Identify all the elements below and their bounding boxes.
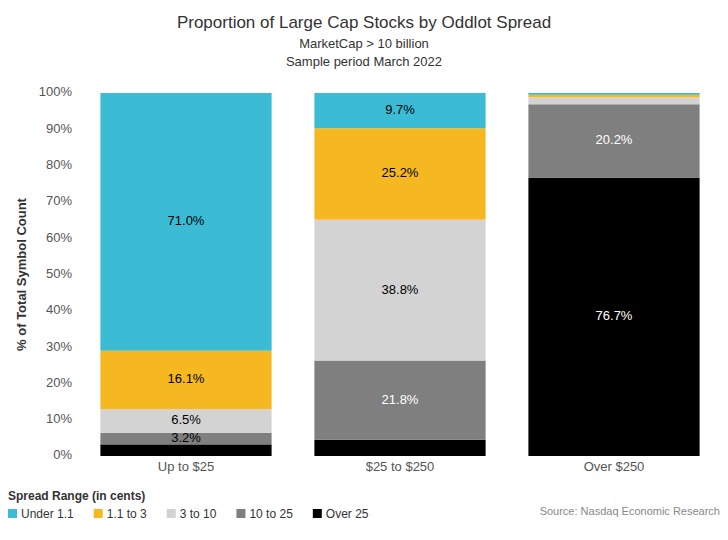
- legend-swatch: [167, 509, 176, 518]
- legend: Spread Range (in cents) Under 1.1 1.1 to 3…: [8, 489, 369, 521]
- data-label: 20.2%: [596, 132, 633, 147]
- legend-label: 10 to 25: [249, 507, 293, 521]
- y-tick-label: 50%: [46, 266, 72, 281]
- legend-swatch: [8, 509, 17, 518]
- data-label: 71.0%: [168, 213, 205, 228]
- source: Source: Nasdaq Economic Research: [540, 505, 720, 517]
- y-tick-label: 40%: [46, 302, 72, 317]
- bar-segment: [528, 95, 699, 98]
- data-label: 38.8%: [382, 282, 419, 297]
- x-tick-label: $25 to $250: [366, 459, 435, 474]
- bars: [100, 93, 699, 456]
- y-tick-label: 80%: [46, 157, 72, 172]
- legend-label: 3 to 10: [180, 507, 217, 521]
- title: Proportion of Large Cap Stocks by Oddlot…: [177, 13, 551, 32]
- data-label: 6.5%: [171, 412, 201, 427]
- chart: Proportion of Large Cap Stocks by Oddlot…: [0, 0, 728, 540]
- legend-swatch: [313, 509, 322, 518]
- data-label: 76.7%: [596, 308, 633, 323]
- y-tick-label: 90%: [46, 121, 72, 136]
- x-tick-label: Over $250: [584, 459, 645, 474]
- y-tick-label: 100%: [39, 84, 73, 99]
- legend-swatch: [236, 509, 245, 518]
- y-tick-label: 0%: [53, 447, 72, 462]
- data-label: 21.8%: [382, 392, 419, 407]
- legend-label: 1.1 to 3: [107, 507, 147, 521]
- legend-label: Under 1.1: [21, 507, 74, 521]
- legend-label: Over 25: [326, 507, 369, 521]
- bar-segment: [314, 361, 485, 440]
- bar-segment: [528, 93, 699, 95]
- legend-swatch: [94, 509, 103, 518]
- y-tick-label: 30%: [46, 339, 72, 354]
- bar-segment: [314, 440, 485, 456]
- y-axis-title: % of Total Symbol Count: [14, 197, 29, 351]
- data-labels: 3.2% 6.5% 16.1% 71.0% 21.8% 38.8% 25.2% 9.7% 76.…: [168, 102, 633, 445]
- data-label: 3.2%: [171, 430, 201, 445]
- data-label: 9.7%: [385, 102, 415, 117]
- legend-title: Spread Range (in cents): [8, 489, 145, 503]
- y-tick-label: 60%: [46, 230, 72, 245]
- data-label: 25.2%: [382, 165, 419, 180]
- bar-segment: [314, 220, 485, 361]
- y-tick-label: 10%: [46, 411, 72, 426]
- y-tick-label: 20%: [46, 375, 72, 390]
- y-tick-label: 70%: [46, 193, 72, 208]
- subtitle: Sample period March 2022: [286, 54, 442, 69]
- bar-segment: [314, 93, 485, 128]
- bar-segment: [100, 351, 271, 409]
- bar-segment: [528, 97, 699, 104]
- bar-segment: [528, 178, 699, 456]
- bar-segment: [100, 93, 271, 351]
- data-label: 16.1%: [168, 371, 205, 386]
- bar-segment: [528, 104, 699, 177]
- x-tick-label: Up to $25: [158, 459, 214, 474]
- subtitle: MarketCap > 10 billion: [299, 36, 429, 51]
- bar-segment: [314, 128, 485, 219]
- bar-segment: [100, 444, 271, 456]
